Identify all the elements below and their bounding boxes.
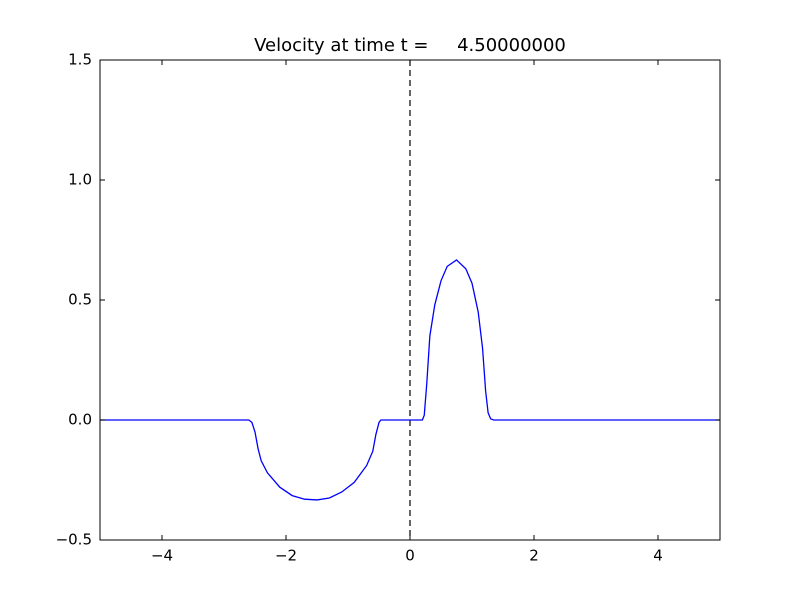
y-tick-label: −0.5: [56, 531, 92, 549]
line: [100, 259, 720, 501]
y-tick-label: 0.0: [68, 411, 92, 429]
x-tick-label: −4: [151, 547, 173, 565]
x-tick-label: 0: [405, 547, 415, 565]
y-tick-label: 1.5: [68, 51, 92, 69]
x-tick-label: 4: [653, 547, 663, 565]
y-tick-label: 1.0: [68, 171, 92, 189]
chart-title: Velocity at time t = 4.50000000: [254, 35, 566, 56]
y-tick-label: 0.5: [68, 291, 92, 309]
x-tick-label: 2: [529, 547, 539, 565]
plot-frame: [99, 59, 721, 541]
x-tick-label: −2: [275, 547, 297, 565]
